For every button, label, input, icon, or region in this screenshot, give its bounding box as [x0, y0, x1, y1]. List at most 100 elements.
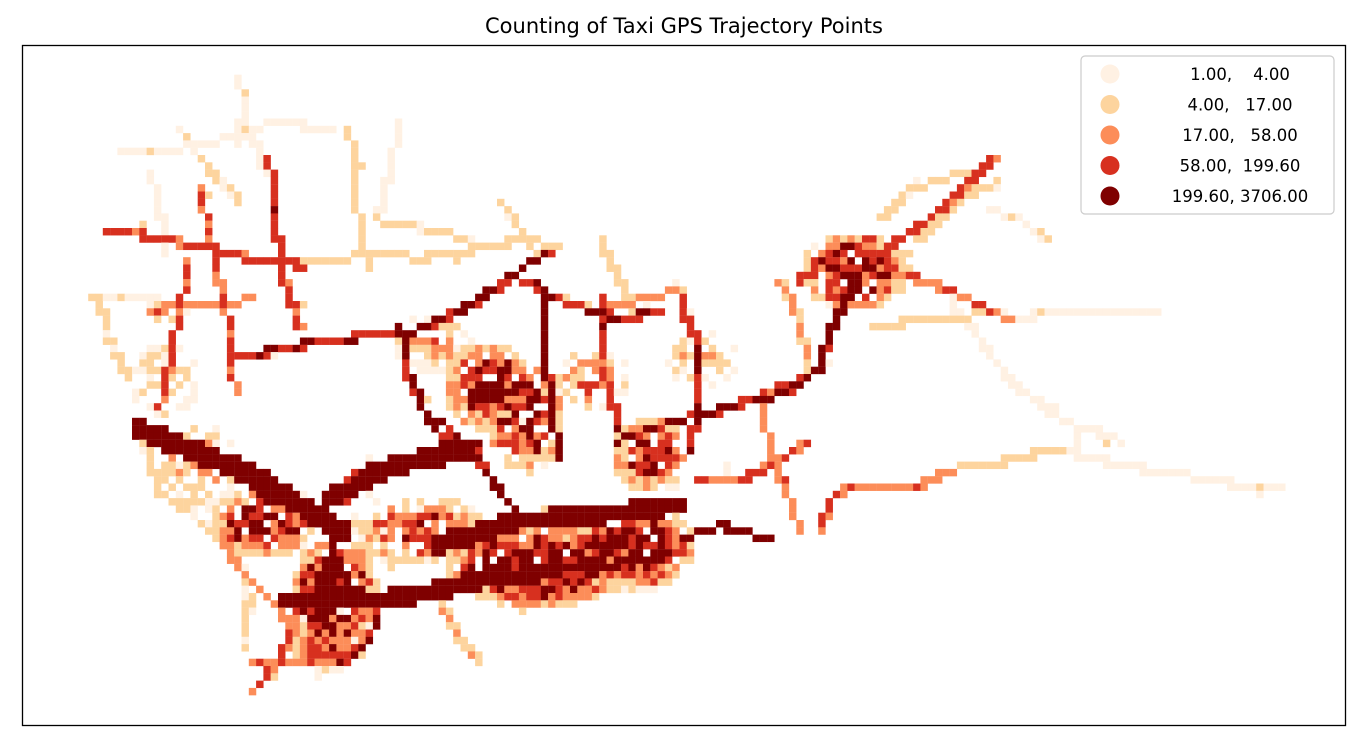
- density-cell: [351, 184, 359, 192]
- density-cell: [475, 388, 483, 397]
- density-cell: [803, 264, 812, 272]
- density-cell: [168, 315, 176, 324]
- density-cell: [445, 439, 454, 448]
- density-cell: [956, 169, 965, 178]
- density-cell: [372, 622, 381, 630]
- density-cell: [416, 447, 425, 455]
- density-cell: [285, 490, 293, 499]
- density-cell: [453, 454, 461, 462]
- density-cell: [956, 198, 965, 207]
- density-cell: [336, 556, 344, 564]
- density-cell: [351, 607, 359, 616]
- density-cell: [387, 534, 395, 543]
- density-cell: [723, 374, 731, 382]
- density-cell: [1095, 308, 1104, 316]
- density-cell: [847, 257, 855, 265]
- density-cell: [183, 432, 191, 440]
- density-cell: [657, 505, 666, 513]
- density-cell: [993, 155, 1001, 163]
- density-cell: [511, 213, 520, 221]
- density-cell: [402, 337, 410, 345]
- density-cell: [643, 556, 651, 564]
- density-cell: [256, 680, 264, 689]
- density-cell: [518, 447, 527, 455]
- density-cell: [891, 483, 899, 491]
- density-cell: [796, 330, 804, 338]
- density-cell: [336, 571, 344, 579]
- density-cell: [321, 658, 330, 667]
- density-cell: [1139, 461, 1147, 470]
- density-cell: [650, 461, 658, 470]
- density-cell: [146, 301, 155, 309]
- density-cell: [453, 249, 461, 258]
- density-cell: [876, 213, 885, 221]
- density-cell: [621, 541, 629, 550]
- density-cell: [190, 147, 198, 156]
- density-cell: [621, 454, 629, 462]
- density-cell: [1081, 425, 1089, 433]
- density-cell: [226, 315, 235, 324]
- density-cell: [387, 147, 395, 156]
- density-cell: [161, 220, 169, 229]
- density-cell: [482, 359, 490, 367]
- density-cell: [402, 330, 410, 338]
- density-cell: [387, 169, 395, 178]
- density-cell: [438, 249, 447, 258]
- density-cell: [540, 556, 549, 564]
- density-cell: [635, 476, 644, 484]
- density-cell: [161, 228, 169, 236]
- density-cell: [694, 425, 702, 433]
- density-cell: [212, 432, 220, 440]
- density-cell: [628, 447, 636, 455]
- density-cell: [745, 468, 753, 477]
- density-cell: [832, 322, 841, 331]
- density-cell: [497, 242, 505, 251]
- density-cell: [394, 512, 403, 521]
- density-cell: [445, 498, 454, 506]
- density-cell: [883, 213, 892, 221]
- density-cell: [241, 96, 249, 105]
- density-cell: [533, 432, 541, 440]
- density-cell: [124, 147, 133, 156]
- density-cell: [876, 322, 885, 331]
- density-cell: [657, 563, 666, 572]
- density-cell: [453, 549, 461, 557]
- density-cell: [226, 512, 235, 521]
- density-cell: [781, 279, 790, 287]
- density-cell: [453, 366, 461, 375]
- density-cell: [438, 447, 447, 455]
- density-cell: [628, 432, 636, 440]
- density-cell: [628, 571, 636, 579]
- density-cell: [372, 520, 381, 528]
- density-cell: [635, 512, 644, 521]
- density-cell: [467, 585, 476, 594]
- density-cell: [88, 293, 96, 302]
- density-cell: [380, 249, 388, 258]
- density-cell: [562, 301, 571, 309]
- density-cell: [497, 279, 505, 287]
- density-cell: [205, 461, 213, 470]
- density-cell: [285, 498, 293, 506]
- density-cell: [190, 140, 198, 148]
- density-cell: [380, 527, 388, 535]
- density-cell: [270, 549, 279, 557]
- density-cell: [613, 534, 622, 543]
- density-cell: [467, 505, 476, 513]
- density-cell: [891, 271, 899, 280]
- density-cell: [869, 271, 877, 280]
- density-cell: [540, 541, 549, 550]
- density-cell: [730, 344, 739, 353]
- density-cell: [241, 644, 249, 652]
- density-cell: [278, 520, 286, 528]
- density-cell: [321, 541, 330, 550]
- density-cell: [526, 549, 534, 557]
- density-cell: [358, 235, 366, 243]
- map-frame: [21, 44, 1347, 727]
- density-cell: [664, 425, 673, 433]
- density-cell: [438, 322, 447, 331]
- density-cell: [613, 425, 622, 433]
- density-cell: [832, 257, 841, 265]
- density-cell: [424, 447, 432, 455]
- density-cell: [299, 344, 308, 353]
- density-cell: [1073, 439, 1082, 448]
